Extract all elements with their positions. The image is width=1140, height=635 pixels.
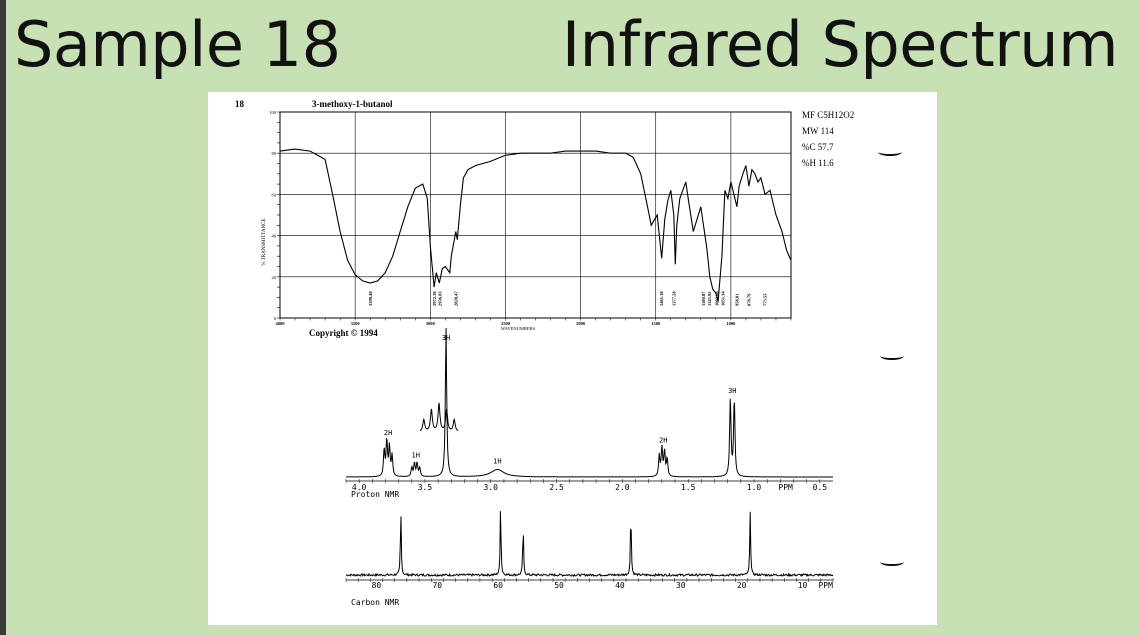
ir-peak-label: 1051.34	[721, 291, 726, 306]
carbon-nmr-tick-label: 50	[554, 581, 564, 590]
ir-y-tick-label: 80	[272, 151, 277, 156]
slide-title-spectrum: Infrared Spectrum	[561, 8, 1119, 81]
carbon-nmr-ppm-unit: PPM	[818, 581, 833, 590]
carbon-nmr-tick-label: 80	[372, 581, 382, 590]
proton-nmr-integration-label: 2H	[659, 437, 667, 445]
proton-nmr-chart: 4.0 3.5 3.0 2.5 2.0 1.5 1.0 0.5 PPM 2H 1H 3H 1H 2H 3H	[345, 327, 833, 492]
ir-y-tick-label: 100	[269, 110, 277, 115]
ir-formula-line-4: %H 11.6	[802, 158, 834, 168]
ir-x-tick-label: 2000	[576, 321, 586, 326]
proton-nmr-integration-label: 1H	[412, 452, 420, 460]
proton-nmr-integration-label: 2H	[384, 429, 392, 437]
decorative-dash-2	[880, 352, 904, 360]
ir-peak-label: 1377.28	[672, 291, 677, 306]
proton-nmr-tick-label: 3.0	[484, 483, 499, 492]
proton-nmr-tick-label: 3.5	[418, 483, 433, 492]
proton-nmr-integration-label: 3H	[728, 387, 736, 395]
ir-copyright: Copyright © 1994	[309, 328, 378, 338]
ir-peak-label: 1461.18	[659, 291, 664, 306]
carbon-nmr-tick-label: 60	[493, 581, 503, 590]
proton-nmr-tick-label: 4.0	[352, 483, 367, 492]
ir-peak-label: 1093.88	[714, 291, 719, 306]
ir-formula-line-2: MW 114	[802, 126, 834, 136]
ir-x-tick-label: 3000	[426, 321, 436, 326]
proton-nmr-tick-label: 0.5	[813, 483, 828, 492]
ir-y-tick-label: 20	[272, 275, 277, 280]
ir-peak-label: 878.79	[747, 293, 752, 306]
ir-peak-label: 958.81	[735, 293, 740, 306]
proton-nmr-label: Proton NMR	[351, 490, 399, 499]
ir-y-tick-label: 40	[272, 234, 277, 239]
ir-peak-label: 3399.48	[368, 291, 373, 306]
ir-peak-label: 2828.47	[454, 291, 459, 306]
ir-peak-label: 2972.38	[432, 291, 437, 306]
slide-title-sample: Sample 18	[14, 8, 341, 81]
proton-nmr-tick-label: 2.0	[615, 483, 630, 492]
proton-nmr-integration-label: 1H	[493, 458, 501, 466]
ir-x-tick-label: 1500	[651, 321, 661, 326]
carbon-nmr-tick-label: 30	[676, 581, 686, 590]
ir-x-tick-label: 2500	[501, 321, 511, 326]
carbon-nmr-line	[345, 511, 834, 578]
ir-spectrum-line	[279, 148, 792, 302]
carbon-nmr-tick-label: 20	[737, 581, 747, 590]
proton-nmr-tick-label: 1.5	[681, 483, 696, 492]
carbon-nmr-label: Carbon NMR	[351, 598, 399, 607]
spectra-panel: 18 3-methoxy-1-butanol MF C5H12O2 MW 114…	[208, 92, 937, 625]
ir-peak-label: 773.55	[762, 293, 767, 306]
ir-formula-line-3: %C 57.7	[802, 142, 834, 152]
ir-y-axis-label: % TRANSMITTANCE	[262, 218, 267, 265]
ir-compound-name: 3-methoxy-1-butanol	[312, 99, 393, 109]
ir-x-tick-label: 1000	[726, 321, 736, 326]
proton-nmr-line	[346, 327, 833, 478]
ir-peak-label: 2936.03	[437, 291, 442, 306]
carbon-nmr-tick-label: 70	[432, 581, 442, 590]
decorative-dash-1	[878, 148, 902, 156]
ir-peak-label: 1143.92	[707, 291, 712, 306]
proton-nmr-ppm-unit: PPM	[778, 483, 793, 492]
ir-formula-line-1: MF C5H12O2	[802, 110, 854, 120]
ir-peak-label: 1180.87	[701, 291, 706, 306]
ir-y-tick-label: 60	[272, 192, 277, 197]
ir-sample-number: 18	[235, 99, 245, 109]
proton-nmr-tick-label: 1.0	[747, 483, 762, 492]
ir-x-tick-label: 4000	[276, 321, 286, 326]
proton-nmr-tick-label: 2.5	[549, 483, 564, 492]
ir-x-tick-label: 3500	[351, 321, 361, 326]
carbon-nmr-tick-label: 10	[798, 581, 808, 590]
proton-nmr-inset-line	[419, 402, 459, 432]
slide-left-edge	[0, 0, 6, 635]
spectra-svg: 18 3-methoxy-1-butanol MF C5H12O2 MW 114…	[235, 99, 854, 607]
decorative-dash-3	[880, 558, 904, 566]
proton-nmr-integration-label: 3H	[442, 334, 450, 342]
carbon-nmr-tick-label: 40	[615, 581, 625, 590]
ir-spectrum-chart: 0 20 40 60 80 100 4000 3500 3000 2500 2000 1500 1000…	[269, 110, 792, 326]
ir-y-tick-label: 0	[274, 316, 277, 321]
carbon-nmr-chart: 80 70 60 50 40 30 20 10 PPM	[345, 511, 834, 590]
ir-x-axis-label: WAVENUMBERS	[501, 326, 536, 331]
ir-plot-frame	[279, 111, 792, 319]
